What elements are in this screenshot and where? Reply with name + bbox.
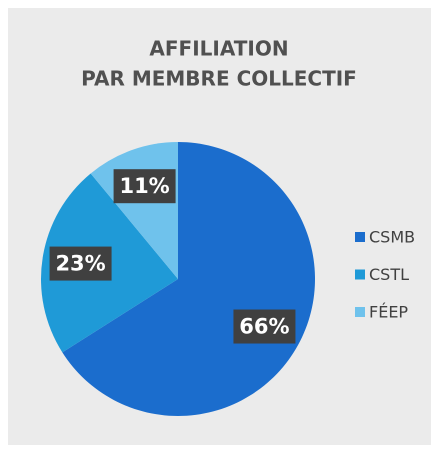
- legend-label: CSTL: [369, 265, 409, 284]
- legend-swatch: [355, 269, 365, 280]
- data-label: 23%: [55, 252, 105, 276]
- data-label-box: [113, 169, 176, 204]
- data-label: 11%: [119, 174, 169, 198]
- pie-slice: [62, 142, 316, 417]
- data-label: 66%: [239, 315, 289, 339]
- legend-swatch: [355, 232, 365, 242]
- legend-swatch: [355, 307, 365, 317]
- chart-title: PAR MEMBRE COLLECTIF: [81, 67, 357, 91]
- data-label-box: [49, 246, 112, 281]
- legend-label: FÉEP: [369, 303, 408, 322]
- legend-label: CSMB: [369, 228, 415, 247]
- chart-title: AFFILIATION: [149, 37, 288, 61]
- data-label-box: [233, 309, 296, 344]
